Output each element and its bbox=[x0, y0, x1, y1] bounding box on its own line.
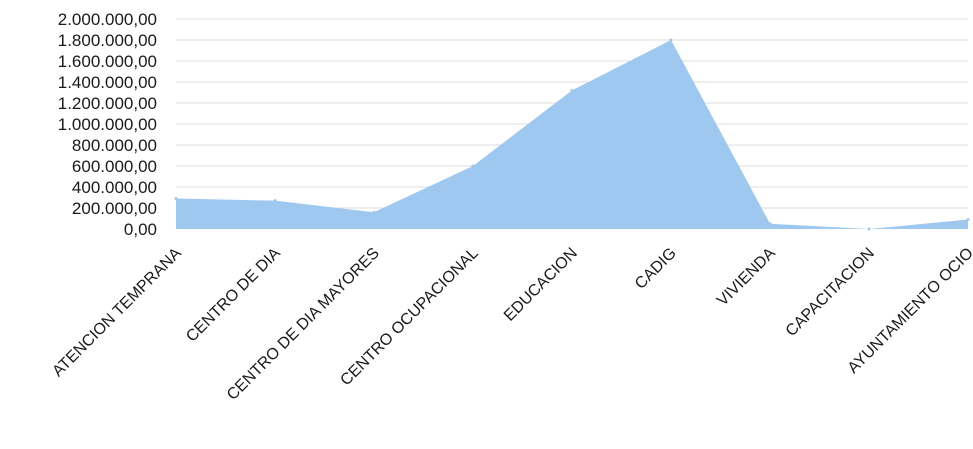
x-tick-label: CENTRO DE DIA bbox=[183, 245, 284, 346]
x-tick-label: CAPACITACION bbox=[783, 245, 878, 340]
y-tick-label: 600.000,00 bbox=[72, 157, 157, 176]
y-tick-label: 800.000,00 bbox=[72, 136, 157, 155]
y-tick-label: 1.400.000,00 bbox=[58, 73, 157, 92]
data-point bbox=[471, 164, 475, 168]
y-tick-label: 1.800.000,00 bbox=[58, 31, 157, 50]
x-tick-label: CADIG bbox=[632, 245, 680, 293]
data-point bbox=[669, 38, 673, 42]
x-tick-label: EDUCACION bbox=[501, 245, 581, 325]
data-point bbox=[867, 227, 871, 231]
data-point bbox=[273, 199, 277, 203]
data-point bbox=[570, 88, 574, 92]
y-tick-label: 1.200.000,00 bbox=[58, 94, 157, 113]
y-tick-label: 0,00 bbox=[124, 220, 157, 239]
data-point bbox=[174, 197, 178, 201]
y-tick-label: 400.000,00 bbox=[72, 178, 157, 197]
x-tick-label: VIVIENDA bbox=[714, 245, 779, 310]
data-point bbox=[372, 210, 376, 214]
plot-area bbox=[174, 38, 970, 231]
y-tick-label: 200.000,00 bbox=[72, 199, 157, 218]
x-tick-label: ATENCION TEMPRANA bbox=[49, 245, 185, 381]
data-point bbox=[768, 222, 772, 226]
y-axis: 0,00 200.000,00 400.000,00 600.000,00 800.00… bbox=[58, 10, 157, 239]
y-tick-label: 1.000.000,00 bbox=[58, 115, 157, 134]
y-tick-label: 2.000.000,00 bbox=[58, 10, 157, 29]
data-point bbox=[966, 218, 970, 222]
area-series bbox=[176, 40, 968, 229]
y-tick-label: 1.600.000,00 bbox=[58, 52, 157, 71]
